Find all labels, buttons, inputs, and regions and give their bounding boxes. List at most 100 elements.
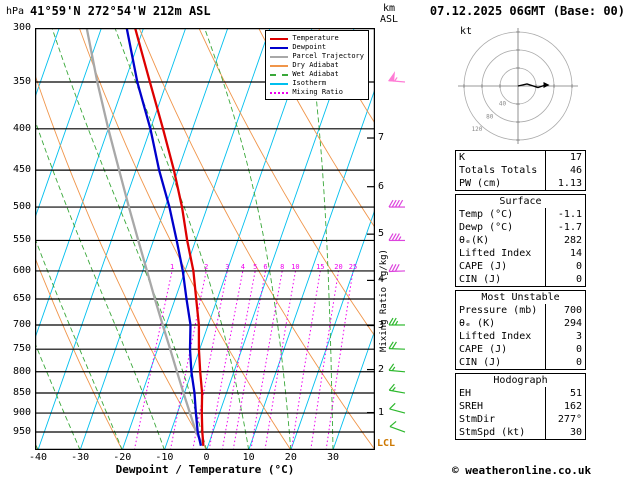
wind-barbs: [387, 71, 406, 433]
stat-row: CAPE (J) 0: [456, 343, 585, 356]
copyright: © weatheronline.co.uk: [452, 464, 592, 477]
run-datetime: 07.12.2025 06GMT (Base: 00): [429, 4, 625, 18]
temperature-tick-label: 20: [284, 452, 297, 463]
mixing-ratio-line: [310, 270, 339, 450]
stat-row: CIN (J) 0: [456, 273, 585, 286]
temperature-curve: [133, 28, 205, 446]
stat-row: EH 51: [456, 387, 585, 400]
mixing-ratio-line: [325, 270, 354, 450]
stat-row: PW (cm) 1.13: [456, 177, 585, 190]
stat-row: θₑ (K) 294: [456, 317, 585, 330]
chart-border: [34, 27, 376, 451]
stat-row: Temp (°C) -1.1: [456, 208, 585, 221]
stat-label: Pressure (mb): [459, 305, 538, 316]
altitude-axis-unit-km: km: [383, 3, 396, 14]
mixing-ratio-value-label: 25: [349, 263, 357, 271]
dry-adiabat-line: [78, 28, 292, 450]
stat-value: 0: [545, 343, 585, 356]
dry-adiabat-line: [258, 28, 375, 229]
temperature-tick-label: -10: [155, 452, 174, 463]
stat-row: Dewp (°C) -1.7: [456, 221, 585, 234]
stats-section-indices: K 17 Totals Totals 46 PW (cm) 1.13: [455, 150, 586, 191]
mixing-ratio-value-label: 3: [225, 263, 229, 271]
pressure-tick-label: 550: [12, 234, 31, 246]
stat-label: SREH: [459, 401, 484, 412]
pressure-tick-label: 850: [12, 387, 31, 399]
legend-item: Mixing Ratio: [270, 88, 364, 97]
wind-barb: [388, 233, 405, 242]
mixing-ratio-value-label: 20: [334, 263, 342, 271]
altitude-tick-label: 3: [378, 319, 385, 331]
stat-row: StmDir 277°: [456, 413, 585, 426]
dewpoint-line-swatch: [270, 46, 289, 49]
legend-item: Isotherm: [270, 79, 364, 88]
altitude-tick-label: 7: [378, 132, 385, 143]
legend-label: Parcel Trajectory: [292, 52, 364, 60]
isotherm-line: [248, 87, 375, 450]
mixing-ratio-value-label: 10: [291, 263, 299, 271]
mixing-ratio-line: [169, 270, 207, 450]
legend-label: Dry Adiabat: [292, 61, 339, 69]
legend-item: Dewpoint: [270, 43, 364, 52]
isotherm-line: [79, 28, 229, 450]
altitude-axis-unit-asl: ASL: [380, 14, 399, 25]
altitude-tick-label: 4: [378, 274, 385, 286]
altitude-tick-label: 2: [378, 363, 385, 375]
stat-value: 51: [545, 387, 585, 400]
stat-value: 162: [545, 400, 585, 413]
stat-value: 30: [545, 426, 585, 439]
mixing-ratio-value-label: 1: [170, 263, 174, 271]
stat-value: 1.13: [545, 177, 585, 190]
dry-adiabat-line: [35, 256, 123, 450]
stat-label: StmDir: [459, 414, 496, 425]
stat-label: CIN (J): [459, 357, 502, 368]
wet-adiabat-line: [35, 237, 123, 450]
pressure-tick-label: 350: [12, 76, 31, 88]
altitude-tick-label: 5: [378, 228, 385, 240]
altitude-tick-label: 1: [378, 406, 385, 418]
temperature-line-swatch: [270, 37, 289, 40]
hodograph-panel: kt 40 80 120: [448, 24, 588, 148]
pressure-tick-label: 450: [12, 164, 31, 176]
mixing-ratio-value-label: 2: [204, 263, 208, 271]
stat-label: CIN (J): [459, 274, 502, 285]
mixing-ratio-value-label: 15: [316, 263, 324, 271]
stat-value: 294: [545, 317, 585, 330]
stat-label: K: [459, 152, 466, 163]
stat-label: StmSpd (kt): [459, 427, 526, 438]
pressure-tick-label: 700: [12, 318, 31, 330]
stat-value: 0: [545, 273, 585, 286]
stat-label: Lifted Index: [459, 248, 532, 259]
mixing-ratio-value-label: 4: [241, 263, 245, 271]
wind-barb: [389, 420, 406, 433]
legend-label: Dewpoint: [292, 43, 327, 51]
stat-label: θₑ(K): [459, 235, 490, 246]
mixing-ratio-value-label: 6: [263, 263, 267, 271]
stat-value: 17: [545, 151, 585, 164]
stat-row: Pressure (mb) 700: [456, 304, 585, 317]
wet-adiabat-line: [35, 342, 81, 450]
mixing-ratio-line: [208, 270, 244, 450]
stat-value: 0: [545, 356, 585, 369]
mixing-ratio-line: [221, 270, 256, 450]
parcel-curve: [85, 28, 205, 447]
legend-item: Temperature: [270, 34, 364, 43]
pressure-tick-label: 750: [12, 343, 31, 355]
stat-value: 277°: [545, 413, 585, 426]
temperature-tick-label: 30: [326, 452, 339, 463]
stats-section-surface: Surface Temp (°C) -1.1 Dewp (°C) -1.7 θₑ(K…: [455, 194, 586, 287]
mixing-ratio-line: [232, 270, 266, 450]
hodograph-trace: [517, 83, 546, 89]
stat-row: Totals Totals 46: [456, 164, 585, 177]
mixing-ratio-swatch: [270, 91, 289, 94]
legend-item: Dry Adiabat: [270, 61, 364, 70]
wind-barb: [388, 263, 406, 273]
pressure-tick-label: 950: [12, 426, 31, 438]
mixing-ratio-line: [264, 270, 296, 450]
stat-row: SREH 162: [456, 400, 585, 413]
wind-barb-column: [380, 28, 428, 454]
chart-legend: Temperature Dewpoint Parcel Trajectory D…: [265, 30, 369, 100]
isotherm-line: [35, 28, 144, 340]
mixing-ratio-line: [133, 270, 173, 450]
